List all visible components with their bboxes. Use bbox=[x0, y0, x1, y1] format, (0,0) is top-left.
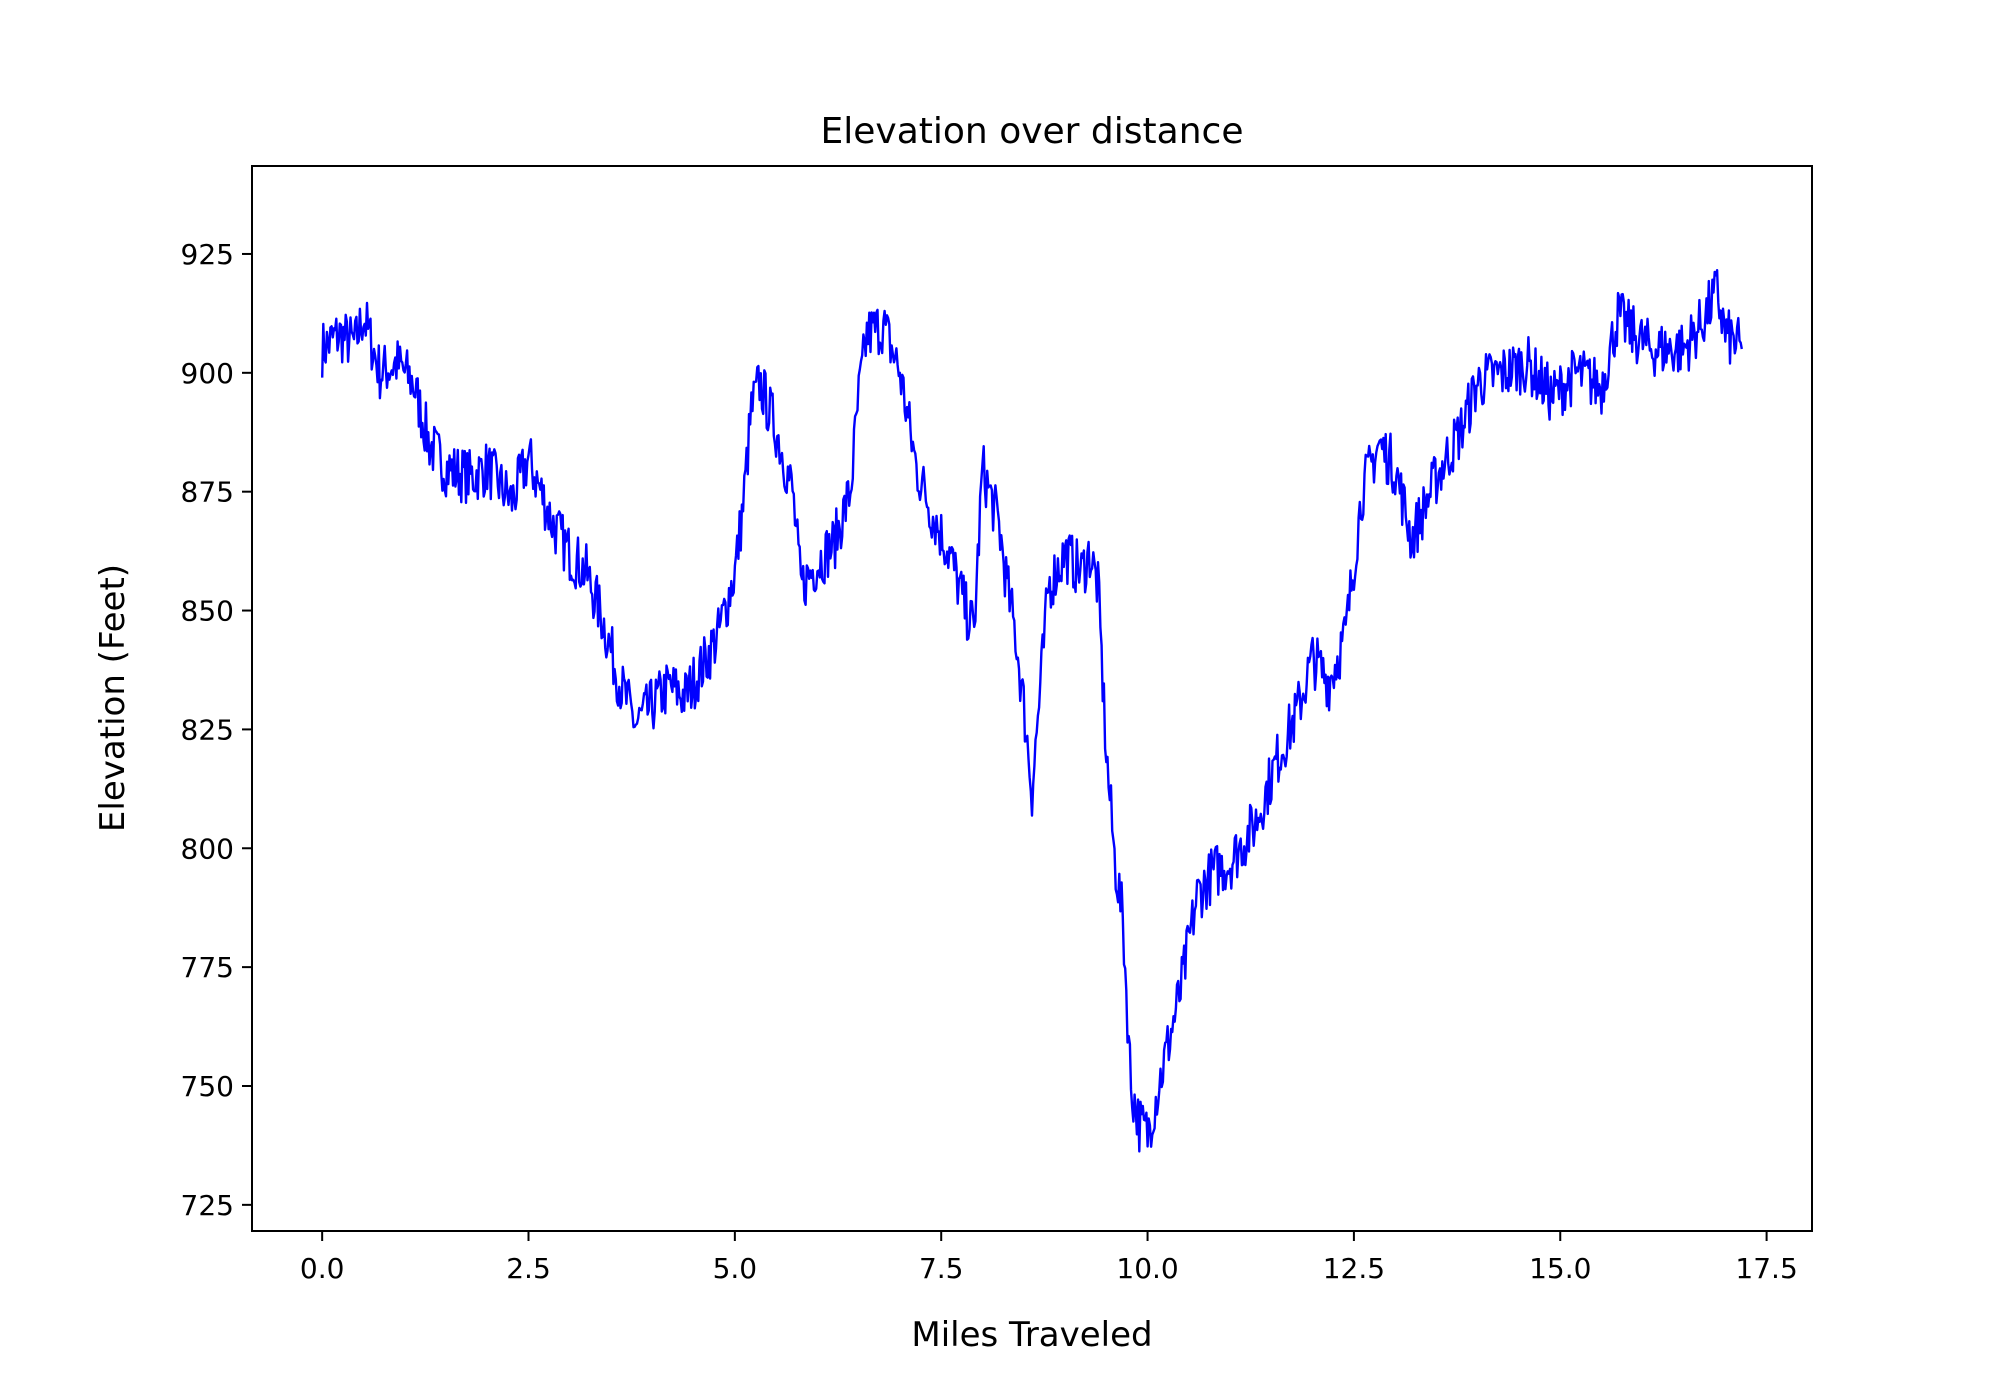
y-tick-label: 825 bbox=[181, 713, 234, 746]
y-tick-label: 725 bbox=[181, 1189, 234, 1222]
x-axis: 0.0 2.5 5.0 7.5 10.0 12.5 15.0 17.5 bbox=[300, 1231, 1798, 1285]
x-tick-label: 15.0 bbox=[1529, 1252, 1591, 1285]
x-tick-label: 5.0 bbox=[713, 1252, 758, 1285]
x-tick-label: 12.5 bbox=[1323, 1252, 1385, 1285]
plot-frame bbox=[251, 165, 1813, 1232]
y-axis-label: Elevation (Feet) bbox=[93, 564, 133, 832]
y-tick-label: 875 bbox=[181, 476, 234, 509]
chart-title: Elevation over distance bbox=[821, 111, 1244, 152]
x-axis-label: Miles Traveled bbox=[911, 1315, 1152, 1355]
y-axis: 725 750 775 800 825 850 875 900 925 bbox=[181, 238, 252, 1222]
x-tick-label: 7.5 bbox=[919, 1252, 964, 1285]
x-tick-label: 10.0 bbox=[1116, 1252, 1178, 1285]
x-tick-label: 2.5 bbox=[506, 1252, 551, 1285]
x-tick-label: 0.0 bbox=[300, 1252, 345, 1285]
y-tick-label: 800 bbox=[181, 832, 234, 865]
y-tick-label: 850 bbox=[181, 595, 234, 628]
y-tick-label: 900 bbox=[181, 357, 234, 390]
y-tick-label: 925 bbox=[181, 238, 234, 271]
plot-area bbox=[321, 269, 1743, 1153]
x-tick-label: 17.5 bbox=[1735, 1252, 1797, 1285]
y-tick-label: 775 bbox=[181, 951, 234, 984]
elevation-series-line bbox=[321, 269, 1743, 1153]
y-tick-label: 750 bbox=[181, 1070, 234, 1103]
